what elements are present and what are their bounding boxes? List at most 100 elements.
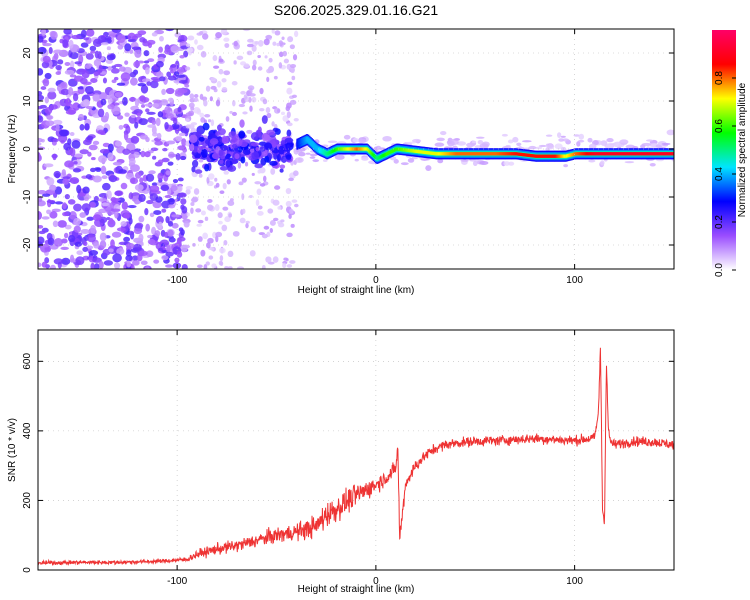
spectrogram-cell: [133, 61, 141, 68]
spectrogram-cell: [88, 144, 98, 151]
spectrogram-ridge-cell: [490, 152, 493, 156]
spectrogram-cell: [73, 225, 81, 233]
spectrogram-cell: [65, 97, 71, 107]
spectrogram-ridge-cell: [465, 152, 468, 156]
spectrogram-ridge-cell: [458, 152, 461, 156]
spectrogram-cell: [261, 233, 268, 239]
spectrogram-cell: [352, 137, 359, 143]
spectrogram-ridge-cell: [565, 154, 569, 158]
spectrogram-ridge-cell: [516, 152, 520, 156]
colorbar-tick-label: 0.6: [714, 119, 725, 133]
spectrogram-ridge-cell: [672, 152, 674, 156]
spectrogram-cell: [221, 135, 229, 145]
spectrogram-cell: [100, 42, 109, 46]
spectrogram-cell: [99, 208, 106, 213]
spectrogram-cell: [185, 186, 193, 190]
spectrogram-cell: [180, 198, 187, 205]
spectrogram-cell: [538, 144, 547, 147]
spectrogram-cell: [44, 96, 49, 104]
spectrogram-cell: [122, 148, 131, 155]
spectrogram-ridge-cell: [377, 156, 380, 160]
spectrogram-cell: [102, 77, 108, 84]
spectrogram-cell: [118, 124, 124, 130]
spectrogram-cell: [204, 163, 210, 172]
spectrogram-cell: [177, 67, 185, 75]
spectrogram-cell: [263, 225, 270, 230]
spectrogram-cell: [46, 115, 54, 120]
spectrogram-ridge-cell: [521, 153, 524, 157]
spectrogram-cell: [312, 159, 320, 163]
spectrogram-ridge-cell: [577, 152, 581, 156]
spectrogram-ridge-cell: [378, 155, 381, 159]
spectrogram-cell: [288, 213, 292, 220]
spectrogram-cell: [218, 247, 226, 254]
spectrogram-cell: [165, 113, 174, 119]
spectrogram-ridge-cell: [527, 153, 530, 157]
spectrogram-ridge-cell: [412, 149, 415, 153]
spectrogram-cell: [100, 98, 107, 106]
spectrogram-ridge-cell: [466, 152, 470, 156]
spectrogram-ridge-cell: [313, 144, 316, 148]
spectrogram-cell: [107, 97, 113, 105]
spectrogram-cell: [38, 189, 47, 195]
spectrogram-ridge-cell: [353, 147, 356, 151]
spectrogram-ridge-cell: [633, 152, 637, 156]
spectrogram-cell: [236, 55, 244, 61]
spectrogram-cell: [248, 194, 253, 199]
spectrogram-ridge-cell: [307, 138, 310, 142]
spectrogram-cell: [138, 118, 148, 126]
spectrogram-cell: [237, 266, 244, 269]
spectrogram-ridge-cell: [662, 152, 665, 156]
spectrogram-cell: [52, 138, 59, 143]
spectrogram-ridge-cell: [555, 154, 558, 158]
spectrogram-cell: [67, 234, 76, 243]
spectrogram-cell: [271, 121, 275, 127]
spectrogram-ridge-cell: [650, 152, 653, 156]
spectrogram-cell: [151, 125, 157, 135]
spectrogram-cell: [181, 264, 188, 269]
spectrogram-cell: [245, 220, 250, 224]
spectrogram-cell: [257, 169, 262, 174]
spectrogram-cell: [222, 206, 229, 211]
spectrogram-cell: [554, 143, 563, 150]
spectrogram-cell: [309, 153, 318, 157]
spectrogram-y-tick-label: 10: [22, 95, 33, 107]
spectrogram-cell: [108, 217, 114, 225]
spectrogram-cell: [202, 232, 209, 240]
spectrogram-ridge-cell: [413, 149, 416, 153]
spectrogram-cell: [134, 200, 140, 205]
spectrogram-cell: [165, 29, 175, 32]
colorbar: [712, 30, 736, 270]
spectrogram-cell: [244, 161, 249, 167]
spectrogram-ridge-cell: [485, 152, 489, 156]
spectrogram-cell: [576, 141, 581, 147]
spectrogram-ridge-cell: [595, 152, 598, 156]
spectrogram-cell: [107, 104, 115, 110]
spectrogram-ridge-cell: [607, 152, 610, 156]
spectrogram-ridge-cell: [398, 147, 402, 151]
spectrogram-ridge-cell: [648, 152, 651, 156]
spectrogram-ridge-cell: [586, 152, 589, 156]
spectrogram-ridge-cell: [418, 150, 421, 154]
spectrogram-cell: [466, 142, 475, 148]
spectrogram-cell: [111, 65, 117, 69]
spectrogram-ridge-cell: [593, 152, 596, 156]
colorbar-tick-label: 0.8: [714, 71, 725, 85]
spectrogram-cell: [42, 55, 51, 63]
spectrogram-cell: [269, 227, 273, 233]
spectrogram-ridge-cell: [379, 155, 383, 159]
spectrogram-cell: [265, 35, 273, 40]
spectrogram-ridge-cell: [503, 152, 507, 156]
spectrogram-cell: [562, 138, 570, 142]
spectrogram-cell: [93, 242, 100, 249]
spectrogram-cell: [168, 237, 176, 243]
spectrogram-cell: [378, 147, 386, 150]
spectrogram-ridge-cell: [335, 147, 338, 151]
spectrogram-cell: [268, 57, 273, 63]
spectrogram-ridge-cell: [344, 147, 347, 151]
spectrogram-ridge-cell: [592, 152, 595, 156]
spectrogram-cell: [155, 117, 161, 127]
spectrogram-cell: [54, 186, 63, 195]
spectrogram-cell: [160, 184, 170, 192]
spectrogram-cell: [146, 199, 154, 205]
